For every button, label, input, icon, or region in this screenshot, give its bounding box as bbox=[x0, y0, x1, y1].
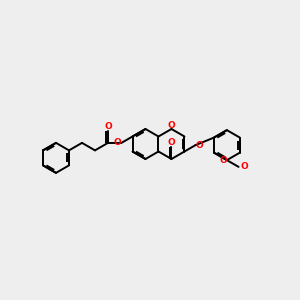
Text: O: O bbox=[114, 138, 122, 147]
Text: O: O bbox=[219, 156, 227, 165]
Text: O: O bbox=[168, 121, 176, 130]
Text: O: O bbox=[168, 138, 176, 147]
Text: O: O bbox=[240, 162, 248, 171]
Text: O: O bbox=[104, 122, 112, 131]
Text: O: O bbox=[195, 141, 203, 150]
